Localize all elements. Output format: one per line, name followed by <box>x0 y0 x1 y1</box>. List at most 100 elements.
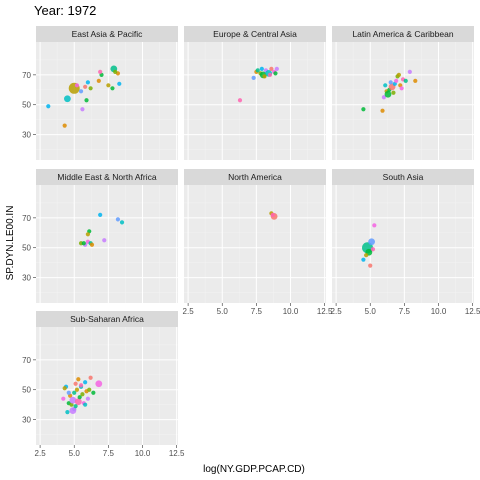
facet-strip <box>184 169 326 185</box>
panel-latin-america-caribbean: Latin America & Caribbean <box>332 26 474 160</box>
y-tick-label: 30 <box>22 416 31 425</box>
panel-sub-saharan-africa: Sub-Saharan Africa 30 50 70 2.5 5.0 7.5 10.0 12.… <box>22 311 185 458</box>
data-point <box>78 383 84 388</box>
facet-strip <box>332 169 474 185</box>
data-point <box>84 98 89 103</box>
data-point <box>74 83 80 88</box>
panel-background <box>332 185 474 303</box>
facet-strip <box>36 26 178 42</box>
data-point <box>83 84 88 89</box>
data-point <box>72 390 77 395</box>
x-tick-label: 10.0 <box>135 449 151 458</box>
data-point <box>66 390 71 395</box>
data-point <box>262 74 267 79</box>
panel-north-america: North America 2.5 5.0 7.5 10.0 12.5 <box>183 169 333 316</box>
facet-strip <box>36 311 178 327</box>
data-point <box>64 95 71 103</box>
data-point <box>119 220 125 225</box>
data-point <box>396 72 402 77</box>
data-point <box>383 83 388 88</box>
data-point <box>89 242 95 247</box>
facet-strip-label: Latin America & Caribbean <box>352 29 453 39</box>
data-point <box>273 71 278 76</box>
x-tick-label: 5.0 <box>365 307 377 316</box>
data-point <box>87 387 92 392</box>
data-point <box>78 89 84 94</box>
data-point <box>380 108 385 113</box>
data-point <box>381 95 386 100</box>
data-point <box>62 386 67 391</box>
panel-background <box>332 42 474 160</box>
data-point <box>80 392 85 397</box>
data-point <box>91 390 96 395</box>
data-point <box>269 66 274 71</box>
y-tick-label: 70 <box>22 356 31 365</box>
y-tick-label: 50 <box>22 101 31 110</box>
data-point <box>391 90 396 95</box>
data-point <box>394 78 399 83</box>
data-point <box>69 407 77 415</box>
data-point <box>113 69 118 74</box>
data-point <box>267 72 273 77</box>
data-point <box>361 107 366 112</box>
facet-strip-label: South Asia <box>383 172 424 182</box>
data-point <box>115 217 121 222</box>
data-point <box>102 238 107 243</box>
panel-background <box>36 185 178 303</box>
data-point <box>368 238 375 246</box>
data-point <box>46 104 51 109</box>
data-point <box>413 78 418 83</box>
data-point <box>85 80 90 85</box>
panel-background <box>184 185 326 303</box>
panel-background <box>36 42 178 160</box>
data-point <box>372 223 377 228</box>
data-point <box>65 410 70 415</box>
panel-south-asia: South Asia 2.5 5.0 7.5 10.0 12.5 <box>331 169 480 316</box>
y-tick-label: 70 <box>22 71 31 80</box>
data-point <box>255 68 260 73</box>
facet-strip <box>184 26 326 42</box>
data-point <box>62 123 67 128</box>
y-tick-label: 30 <box>22 274 31 283</box>
data-point <box>74 387 80 392</box>
x-tick-label: 10.0 <box>283 307 299 316</box>
data-point <box>77 395 82 400</box>
panels-layer: East Asia & Pacific 30 50 70 Europe & Centra… <box>22 26 480 458</box>
x-tick-label: 2.5 <box>35 449 47 458</box>
data-point <box>81 241 86 246</box>
data-point <box>61 396 66 401</box>
data-point <box>274 66 279 71</box>
data-point <box>69 402 74 407</box>
data-point <box>88 375 93 380</box>
data-point <box>117 81 122 86</box>
panel-europe-central-asia: Europe & Central Asia <box>184 26 326 160</box>
x-tick-label: 12.5 <box>317 307 333 316</box>
data-point <box>237 98 243 103</box>
data-point <box>76 377 81 382</box>
x-tick-label: 2.5 <box>183 307 195 316</box>
facet-strip-label: North America <box>228 172 282 182</box>
x-tick-label: 10.0 <box>431 307 447 316</box>
data-point <box>80 107 85 112</box>
data-point <box>368 263 373 268</box>
data-point <box>364 253 369 258</box>
data-point <box>83 402 88 407</box>
facet-strip <box>36 169 178 185</box>
x-tick-label: 12.5 <box>169 449 185 458</box>
data-point <box>73 381 78 386</box>
facet-strip-label: Europe & Central Asia <box>213 29 297 39</box>
y-axis-title: SP.DYN.LE00.IN <box>5 206 16 281</box>
data-point <box>270 212 275 217</box>
facet-strip-label: East Asia & Pacific <box>72 29 144 39</box>
facet-strip <box>332 26 474 42</box>
y-tick-label: 50 <box>22 386 31 395</box>
x-tick-label: 5.0 <box>217 307 229 316</box>
data-point <box>361 257 366 262</box>
y-tick-label: 50 <box>22 244 31 253</box>
data-point <box>370 247 376 252</box>
data-point <box>259 66 264 71</box>
data-point <box>388 80 393 85</box>
data-point <box>98 69 103 74</box>
panel-background <box>36 327 178 445</box>
data-point <box>407 69 412 74</box>
